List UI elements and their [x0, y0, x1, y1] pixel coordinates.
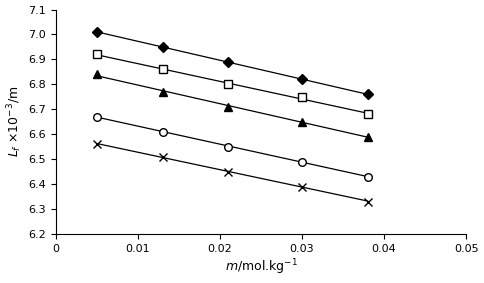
Y-axis label: $L_f$ ×10$^{-3}$/m: $L_f$ ×10$^{-3}$/m: [5, 86, 24, 157]
X-axis label: $m$/mol.kg$^{-1}$: $m$/mol.kg$^{-1}$: [225, 258, 298, 277]
